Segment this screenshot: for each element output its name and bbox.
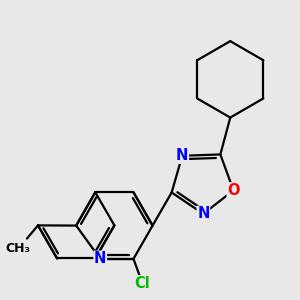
Text: N: N: [176, 148, 188, 163]
Text: CH₃: CH₃: [6, 242, 31, 256]
Text: N: N: [197, 206, 209, 221]
Text: N: N: [94, 251, 106, 266]
Text: O: O: [227, 183, 240, 198]
Text: Cl: Cl: [134, 276, 150, 291]
